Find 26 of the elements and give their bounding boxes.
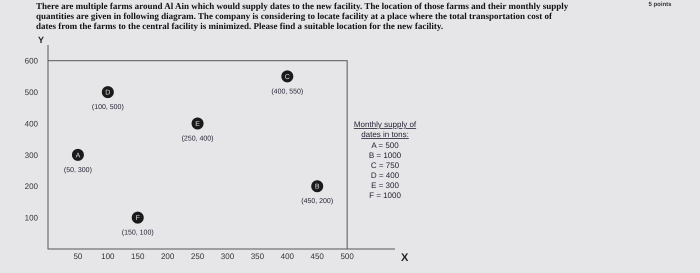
x-tick-label: 50 xyxy=(73,252,83,261)
y-tick-label: 600 xyxy=(24,56,39,66)
y-tick-label: 100 xyxy=(24,214,39,223)
y-tick-label: 500 xyxy=(24,88,39,98)
x-tick-label: 100 xyxy=(101,252,116,261)
x-tick-label: 150 xyxy=(131,252,145,261)
annotation: E = 300 xyxy=(371,181,400,190)
x-tick-label: 400 xyxy=(280,252,295,261)
y-tick-label: 200 xyxy=(24,182,39,192)
y-tick-label: 400 xyxy=(24,119,39,128)
annotation: F = 1000 xyxy=(369,191,402,200)
y-tick-label: 300 xyxy=(24,150,39,160)
x-tick-label: 300 xyxy=(220,252,235,261)
x-tick-label: 500 xyxy=(340,252,354,261)
chart-title: There are multiple farms around Al Ain which would supply dates to the new facility. The location of those farms and their monthly supply quantities are given in following diagram. The company is considering to locate facility at a place where the total transportation cost of dates from the farms to the central facility is minimized. Please find a suitable location for the new facility. xyxy=(36,1,569,31)
x-tick-label: 250 xyxy=(190,252,205,261)
x-axis-title: X xyxy=(401,252,409,264)
x-tick-label: 200 xyxy=(160,252,175,261)
x-tick-label: 450 xyxy=(310,252,324,261)
y-axis-title: Y xyxy=(38,35,44,45)
annotation: D = 400 xyxy=(370,171,400,180)
annotation: B = 1000 xyxy=(368,151,402,160)
annotation: A = 500 xyxy=(371,141,400,150)
x-tick-label: 350 xyxy=(250,252,265,261)
annotation: C = 750 xyxy=(370,161,400,170)
annotation: Monthly supply of dates in tons: xyxy=(354,120,417,139)
